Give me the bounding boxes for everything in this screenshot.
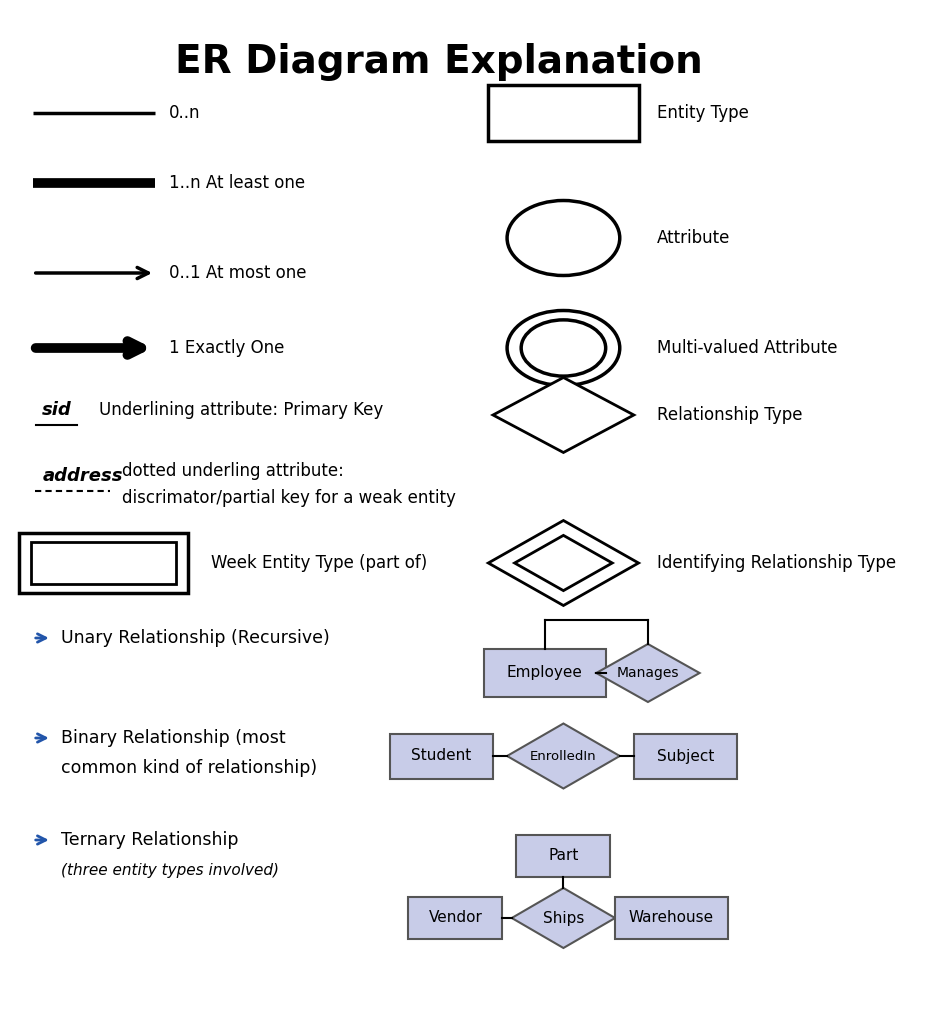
- Text: Vendor: Vendor: [428, 911, 482, 925]
- FancyBboxPatch shape: [390, 734, 493, 778]
- Text: Ternary Relationship: Ternary Relationship: [61, 831, 238, 849]
- Text: Warehouse: Warehouse: [629, 911, 714, 925]
- Text: Relationship Type: Relationship Type: [657, 406, 803, 424]
- Text: Unary Relationship (Recursive): Unary Relationship (Recursive): [61, 629, 330, 647]
- Ellipse shape: [507, 310, 620, 386]
- FancyBboxPatch shape: [516, 835, 611, 877]
- Ellipse shape: [521, 320, 606, 376]
- Polygon shape: [514, 536, 612, 591]
- Text: Part: Part: [548, 848, 579, 864]
- Text: ER Diagram Explanation: ER Diagram Explanation: [175, 43, 703, 81]
- Text: EnrolledIn: EnrolledIn: [530, 749, 597, 763]
- Polygon shape: [597, 644, 699, 702]
- Polygon shape: [488, 520, 639, 605]
- Text: 1..n At least one: 1..n At least one: [169, 174, 305, 192]
- FancyBboxPatch shape: [31, 542, 176, 584]
- Text: Identifying Relationship Type: Identifying Relationship Type: [657, 554, 897, 572]
- FancyBboxPatch shape: [634, 734, 737, 778]
- Text: sid: sid: [42, 401, 72, 419]
- Text: Student: Student: [411, 748, 471, 764]
- Text: common kind of relationship): common kind of relationship): [61, 759, 317, 777]
- FancyBboxPatch shape: [409, 897, 502, 939]
- Text: 0..n: 0..n: [169, 104, 200, 122]
- Text: Multi-valued Attribute: Multi-valued Attribute: [657, 339, 838, 357]
- Text: Employee: Employee: [507, 665, 583, 681]
- Text: discrimator/partial key for a weak entity: discrimator/partial key for a weak entit…: [122, 489, 456, 507]
- Polygon shape: [507, 724, 620, 788]
- Text: Ships: Ships: [542, 911, 584, 925]
- Text: address: address: [42, 467, 122, 485]
- Text: Binary Relationship (most: Binary Relationship (most: [61, 729, 286, 747]
- Text: Week Entity Type (part of): Week Entity Type (part of): [211, 554, 427, 572]
- Text: dotted underling attribute:: dotted underling attribute:: [122, 462, 344, 480]
- Text: Subject: Subject: [656, 748, 714, 764]
- Polygon shape: [493, 377, 634, 452]
- Text: Entity Type: Entity Type: [657, 104, 749, 122]
- FancyBboxPatch shape: [483, 649, 606, 697]
- Text: 0..1 At most one: 0..1 At most one: [169, 264, 307, 282]
- FancyBboxPatch shape: [488, 85, 639, 141]
- FancyBboxPatch shape: [615, 897, 727, 939]
- Text: 1 Exactly One: 1 Exactly One: [169, 339, 284, 357]
- Ellipse shape: [507, 200, 620, 276]
- Text: (three entity types involved): (three entity types involved): [61, 862, 279, 878]
- FancyBboxPatch shape: [19, 533, 188, 593]
- Polygon shape: [511, 888, 615, 948]
- Text: Underlining attribute: Primary Key: Underlining attribute: Primary Key: [98, 401, 382, 419]
- Text: Manages: Manages: [617, 666, 679, 680]
- Text: Attribute: Attribute: [657, 229, 730, 247]
